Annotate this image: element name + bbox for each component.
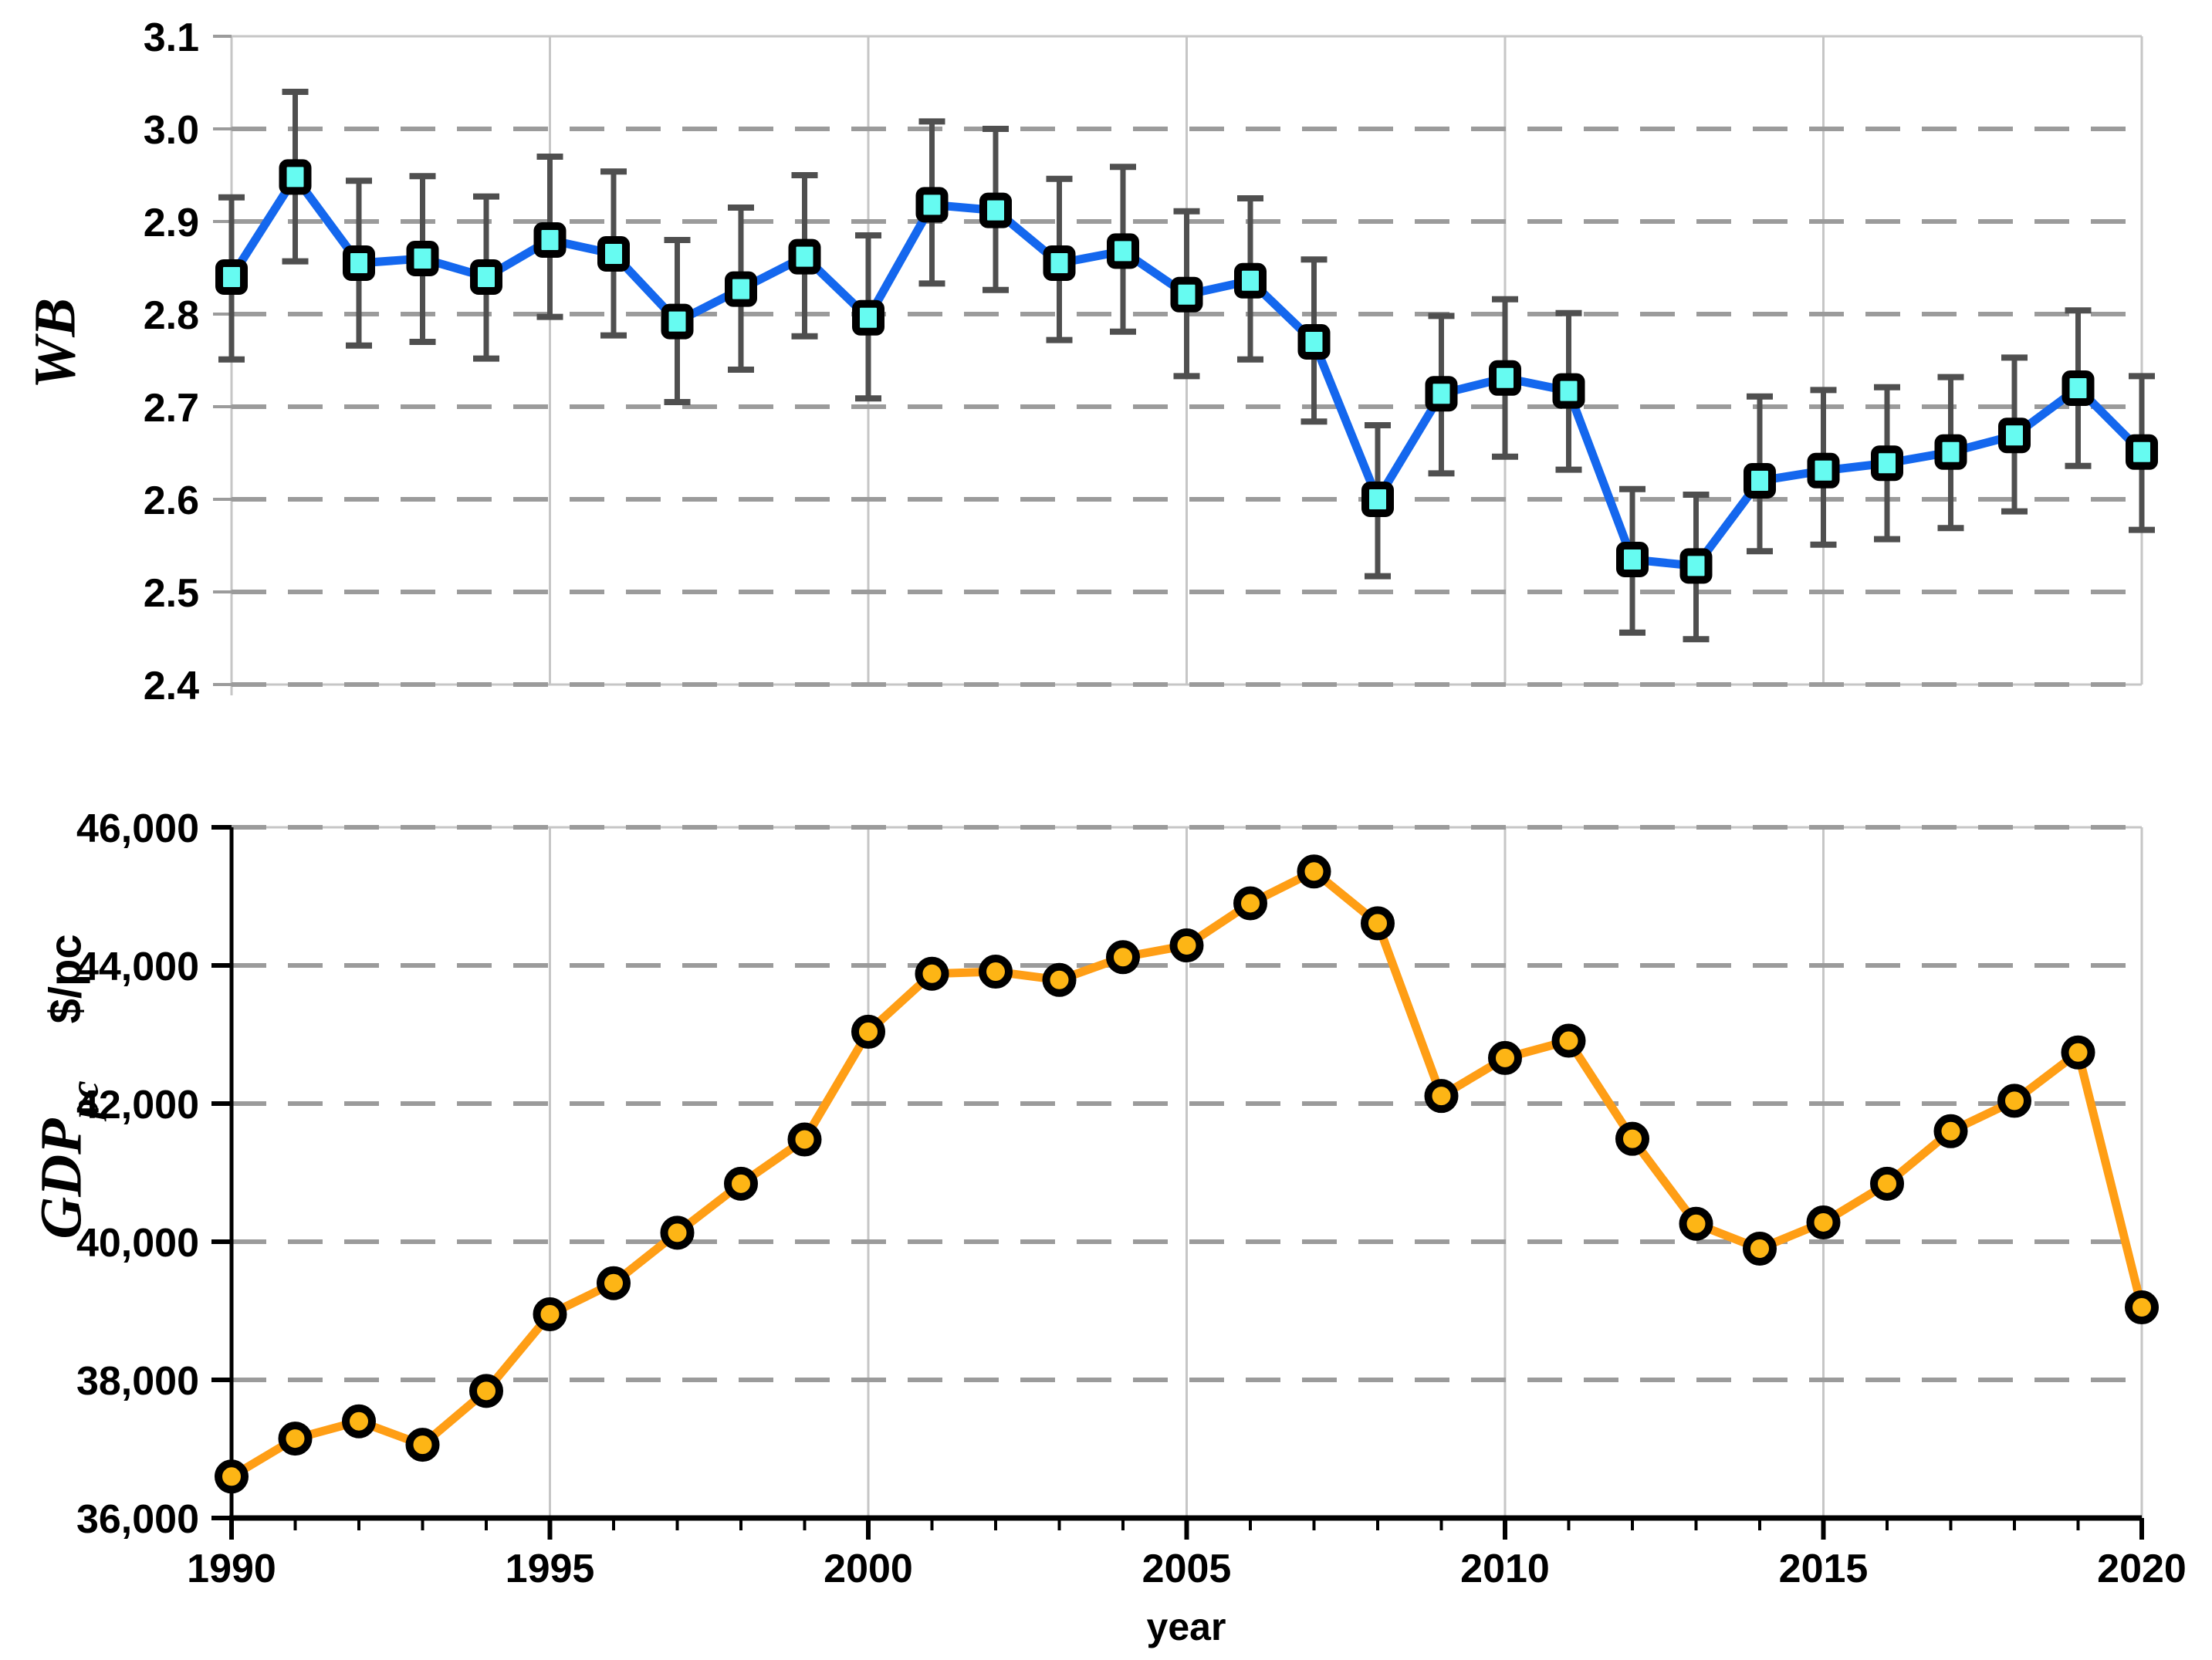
wb-point-1990 [215, 259, 248, 295]
wb-axis-title: WB [22, 298, 90, 389]
gdp-axis-title-main: GDP [29, 1118, 94, 1239]
wb-ytick-label-3.1: 3.1 [144, 15, 199, 60]
gdp-xtick-label-2010: 2010 [1460, 1547, 1550, 1591]
gdp-ytick-label-40,000: 40,000 [76, 1221, 199, 1266]
wb-ytick-label-2.9: 2.9 [144, 201, 199, 245]
wb-point-2017 [1934, 434, 1967, 470]
wb-ytick-label-2.5: 2.5 [144, 571, 199, 616]
gdp-axis-title: GDPpc $/pc [29, 934, 108, 1239]
gdp-point-2015 [1806, 1205, 1841, 1239]
wb-point-2001 [915, 187, 949, 223]
gdp-xtick-label-2020: 2020 [2097, 1547, 2187, 1591]
gdp-point-2005 [1169, 928, 1204, 963]
wb-ytick-label-2.6: 2.6 [144, 478, 199, 523]
gdp-point-1997 [660, 1215, 695, 1250]
gdp-point-1996 [597, 1266, 631, 1300]
wb-ytick-label-2.7: 2.7 [144, 386, 199, 431]
gdp-point-2008 [1361, 906, 1395, 941]
gdp-ytick-label-42,000: 42,000 [76, 1083, 199, 1128]
wb-point-2012 [1616, 542, 1649, 577]
gdp-point-1993 [405, 1428, 440, 1462]
wb-point-1993 [406, 241, 439, 276]
gdp-ytick-label-44,000: 44,000 [76, 945, 199, 989]
wb-point-2013 [1679, 548, 1713, 584]
wb-chart: 3.1 3.0 2.9 2.8 2.7 2.6 2.5 2.4 [144, 15, 2158, 708]
gdp-point-1994 [469, 1374, 503, 1408]
wb-ytick-label-2.4: 2.4 [144, 664, 199, 708]
gdp-point-2003 [1042, 962, 1077, 997]
wb-point-2014 [1744, 463, 1776, 499]
gdp-point-2000 [851, 1014, 885, 1049]
gdp-axis-title-subscript: pc [63, 1080, 107, 1119]
wb-point-1994 [470, 259, 502, 295]
wb-point-2000 [852, 299, 884, 336]
wb-point-2016 [1871, 445, 1903, 482]
wb-point-2004 [1107, 233, 1139, 269]
gdp-point-2007 [1297, 854, 1331, 889]
wb-point-1992 [343, 245, 375, 281]
gdp-point-2016 [1870, 1166, 1904, 1201]
wb-point-2018 [1998, 418, 2031, 454]
gdp-point-1990 [215, 1459, 249, 1494]
wb-ytick-label-3.0: 3.0 [144, 108, 199, 153]
wb-point-2010 [1489, 360, 1521, 396]
wb-point-2007 [1297, 324, 1331, 360]
wb-point-2011 [1552, 373, 1585, 409]
wb-point-2005 [1170, 276, 1203, 313]
gdp-point-1992 [342, 1404, 376, 1439]
gdp-ytick-label-38,000: 38,000 [76, 1359, 199, 1404]
wb-point-2009 [1425, 376, 1458, 412]
wb-point-1995 [533, 222, 567, 258]
wb-axis-title-text: WB [22, 297, 88, 390]
gdp-point-2019 [2061, 1035, 2095, 1070]
gdp-xtick-label-2005: 2005 [1142, 1547, 1232, 1591]
gdp-point-2010 [1488, 1040, 1522, 1075]
wb-point-2002 [979, 192, 1012, 228]
wb-point-1998 [725, 271, 757, 307]
gdp-point-1991 [278, 1422, 313, 1456]
wb-point-2006 [1234, 262, 1267, 299]
gdp-axis-units: $/pc [40, 934, 91, 1024]
gdp-xtick-label-2000: 2000 [824, 1547, 913, 1591]
wb-point-2020 [2126, 434, 2158, 470]
gdp-point-2017 [1933, 1114, 1968, 1148]
gdp-xtick-label-2015: 2015 [1779, 1547, 1869, 1591]
wb-ytick-label-2.8: 2.8 [144, 293, 199, 338]
gdp-point-2013 [1679, 1206, 1713, 1241]
gdp-xtick-label-1995: 1995 [506, 1547, 595, 1591]
wb-point-1999 [788, 238, 821, 275]
gdp-point-2011 [1551, 1023, 1586, 1058]
gdp-point-2020 [2125, 1290, 2159, 1325]
gdp-point-2018 [1997, 1084, 2031, 1118]
wb-point-1997 [661, 303, 694, 340]
gdp-point-1995 [533, 1297, 567, 1331]
gdp-point-1998 [724, 1166, 758, 1201]
wb-point-2003 [1043, 245, 1076, 281]
gdp-ytick-label-36,000: 36,000 [76, 1497, 199, 1542]
gdp-point-2006 [1233, 886, 1267, 921]
x-axis-title: year [1146, 1605, 1226, 1648]
wb-point-2008 [1361, 482, 1394, 517]
gdp-point-1999 [787, 1122, 822, 1157]
gdp-point-2012 [1615, 1121, 1649, 1156]
gdp-point-2002 [979, 955, 1013, 989]
gdp-point-2001 [915, 956, 949, 991]
wb-point-2015 [1807, 452, 1840, 489]
wb-point-1991 [279, 159, 312, 195]
wb-point-2019 [2061, 370, 2095, 406]
gdp-point-2014 [1743, 1231, 1777, 1266]
gdp-point-2004 [1106, 940, 1140, 975]
gdp-point-2009 [1424, 1079, 1459, 1114]
gdp-chart: 46,000 44,000 42,000 40,000 38,000 36,000 1990… [76, 806, 2187, 1591]
gdp-ytick-label-46,000: 46,000 [76, 806, 199, 851]
wb-point-1996 [597, 236, 630, 272]
gdp-xtick-label-1990: 1990 [187, 1547, 276, 1591]
